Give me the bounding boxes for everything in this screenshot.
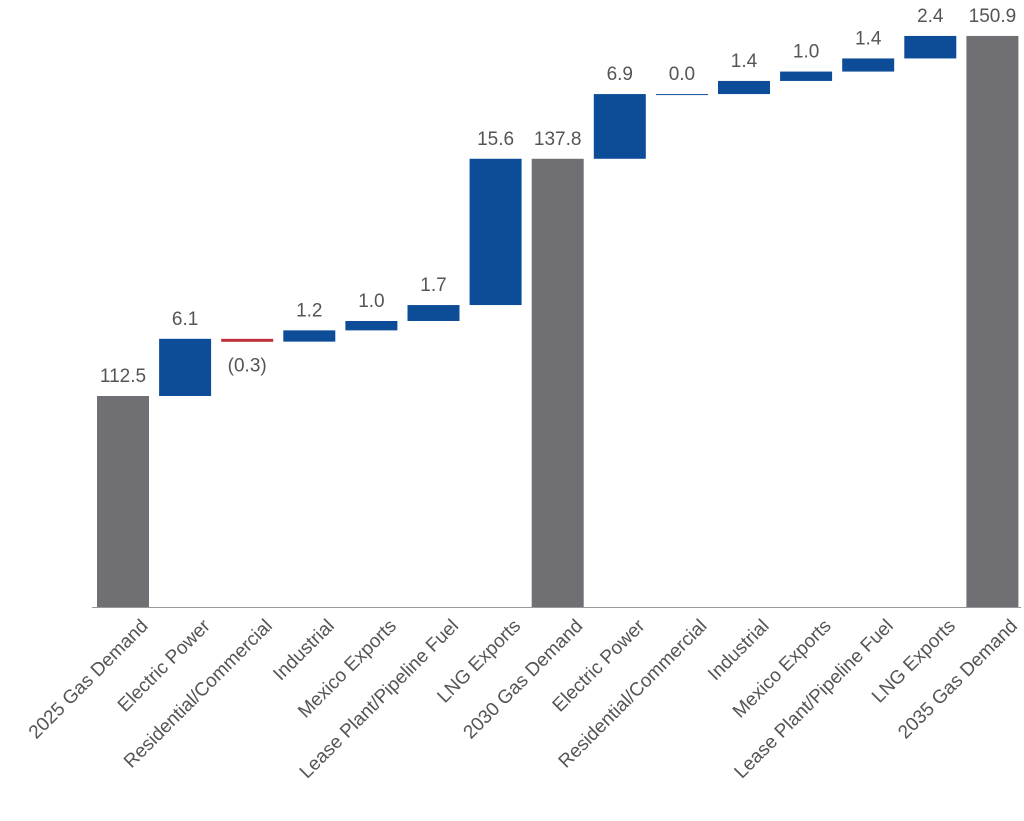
bar-14 [966, 35, 1019, 608]
category-label-14: 2035 Gas Demand [894, 616, 1022, 744]
bar-4 [345, 321, 398, 331]
bar-2 [221, 338, 274, 342]
bar-1 [159, 338, 212, 397]
bar-7 [531, 158, 584, 608]
bar-8 [593, 94, 646, 159]
data-label-3: 1.2 [296, 300, 322, 321]
bar-5 [407, 305, 460, 321]
data-label-9: 0.0 [669, 64, 695, 85]
bar-3 [283, 330, 336, 342]
data-label-10: 1.4 [731, 51, 758, 72]
category-label-7: 2030 Gas Demand [460, 616, 588, 744]
data-label-11: 1.0 [793, 42, 819, 63]
bar-11 [780, 71, 833, 81]
data-label-8: 6.9 [607, 64, 633, 85]
data-label-12: 1.4 [855, 28, 882, 49]
data-label-5: 1.7 [420, 275, 446, 296]
category-label-0: 2025 Gas Demand [25, 616, 153, 744]
data-label-0: 112.5 [100, 366, 146, 387]
data-label-14: 150.9 [969, 6, 1017, 27]
data-label-4: 1.0 [358, 291, 384, 312]
bar-10 [718, 80, 770, 95]
data-label-6: 15.6 [477, 129, 514, 150]
data-label-7: 137.8 [534, 129, 582, 150]
data-label-2: (0.3) [228, 356, 267, 377]
data-label-1: 6.1 [172, 309, 198, 330]
bar-6 [469, 158, 522, 306]
bar-9 [655, 94, 708, 96]
bar-13 [904, 35, 957, 59]
bar-12 [842, 58, 895, 72]
data-label-13: 2.4 [917, 6, 944, 27]
bar-0 [97, 396, 149, 607]
